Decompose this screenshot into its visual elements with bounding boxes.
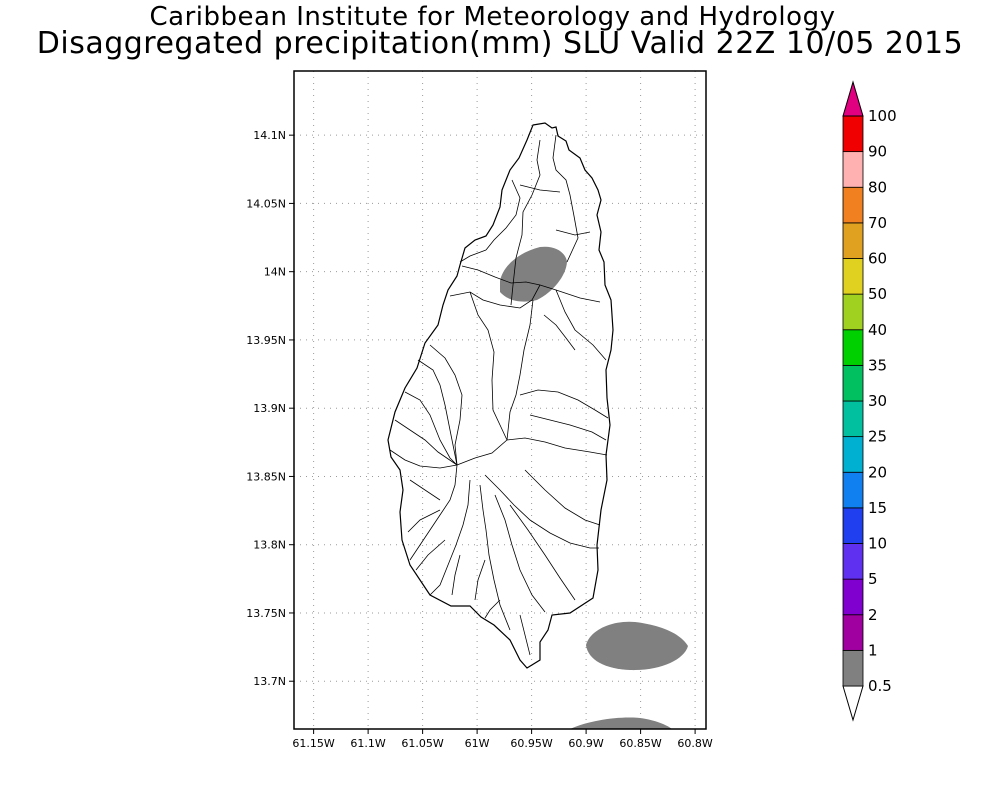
plot-frame (293, 70, 707, 730)
x-tick-label: 60.8W (677, 737, 712, 750)
colorbar-label: 5 (868, 570, 878, 588)
colorbar-label: 1 (868, 641, 878, 659)
island-outline (387, 122, 614, 669)
colorbar-swatch (842, 436, 864, 473)
y-tick-label: 13.9N (253, 402, 286, 415)
colorbar-label: 15 (868, 499, 887, 517)
x-tick-label: 61.15W (292, 737, 334, 750)
precip-areas (500, 246, 688, 729)
y-tick-label: 13.8N (253, 539, 286, 552)
x-tick-label: 60.85W (619, 737, 661, 750)
colorbar-swatch (842, 614, 864, 651)
colorbar-label: 10 (868, 535, 887, 553)
colorbar-overflow-triangle (842, 80, 864, 117)
colorbar-swatch (842, 578, 864, 616)
colorbar-label: 40 (868, 321, 887, 339)
colorbar-swatch (842, 258, 864, 295)
colorbar-swatch (842, 649, 864, 687)
colorbar-swatch (842, 471, 864, 509)
colorbar-label: 90 (868, 143, 887, 161)
x-tick-label: 61.05W (401, 737, 443, 750)
x-tick-label: 61W (465, 737, 490, 750)
y-tick-label: 14.1N (253, 129, 286, 142)
colorbar-label: 0.5 (868, 677, 892, 695)
colorbar-swatch (842, 329, 864, 366)
precip-area-southeast (586, 621, 688, 671)
watershed-lines (389, 134, 609, 656)
colorbar-underflow-triangle (842, 685, 864, 722)
y-tick-label: 13.95N (246, 334, 286, 347)
colorbar-swatch (842, 364, 864, 402)
y-tick-label: 13.7N (253, 675, 286, 688)
y-tick-label: 13.85N (246, 470, 286, 483)
colorbar-label: 30 (868, 392, 887, 410)
colorbar-swatch (842, 543, 864, 580)
x-tick-label: 60.95W (510, 737, 552, 750)
title-line2: Disaggregated precipitation(mm) SLU Vali… (36, 26, 964, 61)
colorbar-swatch (842, 507, 864, 544)
colorbar-label: 35 (868, 356, 887, 374)
colorbar-label: 20 (868, 463, 887, 481)
colorbar-swatch (842, 115, 864, 153)
colorbar-label: 80 (868, 178, 887, 196)
x-tick-label: 61.1W (350, 737, 385, 750)
x-tick-label: 60.9W (568, 737, 603, 750)
title-line1: Caribbean Institute for Meteorology and … (149, 2, 836, 32)
y-tick-label: 14.05N (246, 197, 286, 210)
colorbar-label: 2 (868, 606, 878, 624)
colorbar-swatch (842, 293, 864, 331)
precip-area-south (570, 717, 672, 729)
colorbar-swatch (842, 186, 864, 224)
colorbar-label: 60 (868, 250, 887, 268)
y-tick-label: 14N (264, 266, 286, 279)
colorbar-label: 25 (868, 428, 887, 446)
y-tick-label: 13.75N (246, 607, 286, 620)
colorbar-label: 50 (868, 285, 887, 303)
colorbar-label: 100 (868, 107, 897, 125)
colorbar-swatch (842, 151, 864, 188)
colorbar-label: 70 (868, 214, 887, 232)
axes: 61.15W 61.1W 61.05W 61W 60.95W 60.9W 60.85W 60.… (246, 129, 713, 750)
colorbar-swatch (842, 400, 864, 438)
colorbar-swatch (842, 222, 864, 259)
